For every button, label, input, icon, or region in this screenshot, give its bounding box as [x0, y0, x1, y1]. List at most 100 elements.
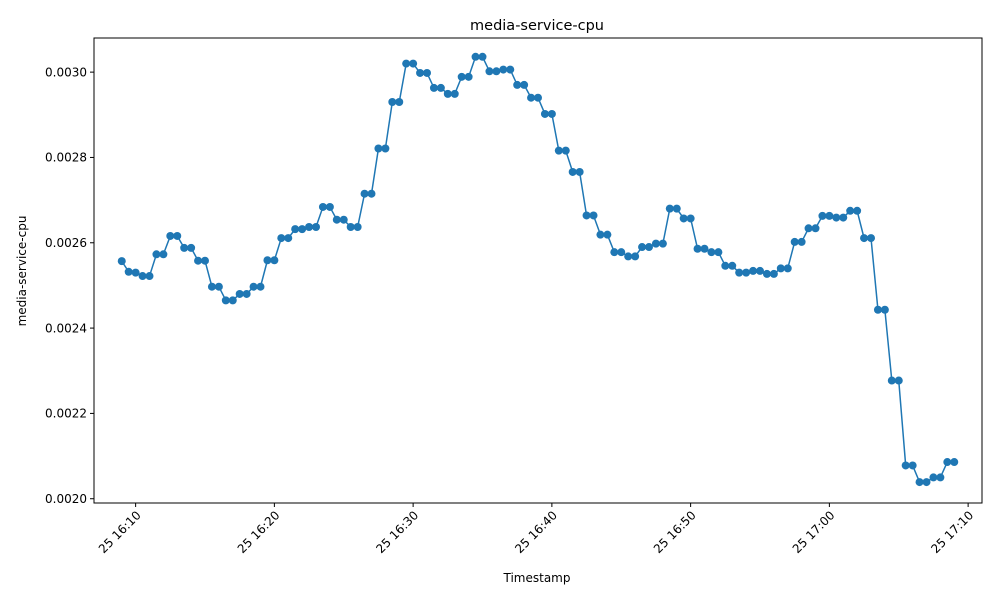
data-point [117, 257, 126, 266]
data-point [728, 261, 737, 270]
data-point [173, 231, 182, 240]
data-point [395, 97, 404, 106]
x-tick-label: 25 16:50 [651, 508, 699, 556]
x-tick-label: 25 16:30 [373, 508, 421, 556]
data-point [131, 268, 140, 277]
data-point [312, 222, 320, 231]
data-point [867, 234, 875, 243]
data-point [152, 250, 161, 259]
data-point [436, 83, 445, 92]
data-point [707, 248, 716, 257]
data-point [589, 211, 598, 220]
data-point [305, 222, 314, 231]
data-point [735, 268, 744, 277]
data-point [464, 72, 473, 81]
data-point [540, 109, 549, 118]
data-point [249, 282, 258, 291]
data-point [846, 206, 855, 215]
data-point [284, 234, 293, 243]
data-point [429, 83, 438, 92]
data-point [936, 473, 945, 482]
data-point [298, 225, 307, 234]
y-tick-label: 0.0026 [45, 236, 87, 250]
data-point [235, 289, 244, 298]
data-point [804, 224, 813, 233]
data-point [783, 264, 792, 273]
data-point [318, 202, 327, 211]
data-point [943, 458, 952, 467]
data-point [353, 222, 362, 231]
data-point [506, 65, 515, 74]
data-point [582, 211, 591, 220]
data-point [159, 250, 168, 259]
y-axis: 0.0020 0.0022 0.0024 0.0026 0.0028 0.0030 [45, 65, 94, 506]
y-tick-label: 0.0030 [45, 65, 87, 79]
data-point [214, 282, 223, 291]
data-point [402, 59, 411, 68]
data-point [367, 189, 376, 198]
data-point [617, 248, 626, 257]
data-point [929, 473, 938, 482]
data-point [575, 167, 584, 176]
data-point [180, 243, 189, 252]
data-point [263, 256, 272, 265]
x-tick-label: 25 17:00 [790, 508, 838, 556]
data-point [832, 213, 841, 222]
data-point [811, 224, 820, 233]
data-point [450, 89, 459, 98]
data-point [596, 230, 605, 239]
data-point [520, 80, 529, 89]
data-point [873, 305, 882, 314]
data-point [749, 266, 758, 275]
data-point [908, 461, 917, 470]
data-point [339, 215, 348, 224]
data-point [776, 264, 785, 273]
data-point [561, 146, 570, 155]
data-point [478, 52, 487, 61]
data-point [138, 272, 147, 281]
data-point [228, 296, 237, 305]
data-point [568, 167, 577, 176]
data-point [818, 211, 827, 220]
data-point [443, 89, 452, 98]
data-point [166, 231, 175, 240]
y-tick-label: 0.0028 [45, 151, 87, 165]
data-point [839, 213, 848, 222]
data-point [416, 68, 425, 77]
data-point [277, 234, 286, 243]
data-point [325, 202, 334, 211]
data-point [457, 72, 466, 81]
data-point [603, 230, 612, 239]
data-point [485, 67, 494, 76]
x-tick-label: 25 16:10 [96, 508, 144, 556]
data-point [672, 204, 681, 213]
data-point [658, 239, 667, 248]
data-point [291, 225, 300, 234]
data-point [894, 376, 903, 385]
x-axis: 25 16:10 25 16:20 25 16:30 25 16:40 25 16:50… [96, 503, 976, 556]
data-point [221, 296, 230, 305]
data-point [145, 272, 154, 281]
data-point [880, 305, 889, 314]
data-point [645, 243, 653, 252]
y-tick-label: 0.0020 [45, 492, 87, 506]
data-point [665, 204, 674, 213]
data-point [388, 97, 397, 106]
data-point [360, 189, 369, 198]
data-point [693, 244, 702, 253]
data-point [554, 146, 563, 155]
y-axis-label: media-service-cpu [15, 216, 29, 327]
data-point [124, 267, 133, 276]
plot-frame [93, 37, 983, 504]
data-point [471, 52, 480, 61]
data-point [742, 268, 751, 277]
data-point [513, 80, 522, 89]
data-point [651, 239, 660, 248]
data-point [901, 461, 910, 470]
data-point [797, 237, 806, 246]
data-point [721, 261, 730, 270]
data-point [624, 252, 633, 261]
data-point [950, 458, 959, 467]
data-point [790, 237, 799, 246]
x-tick-label: 25 16:20 [235, 508, 283, 556]
